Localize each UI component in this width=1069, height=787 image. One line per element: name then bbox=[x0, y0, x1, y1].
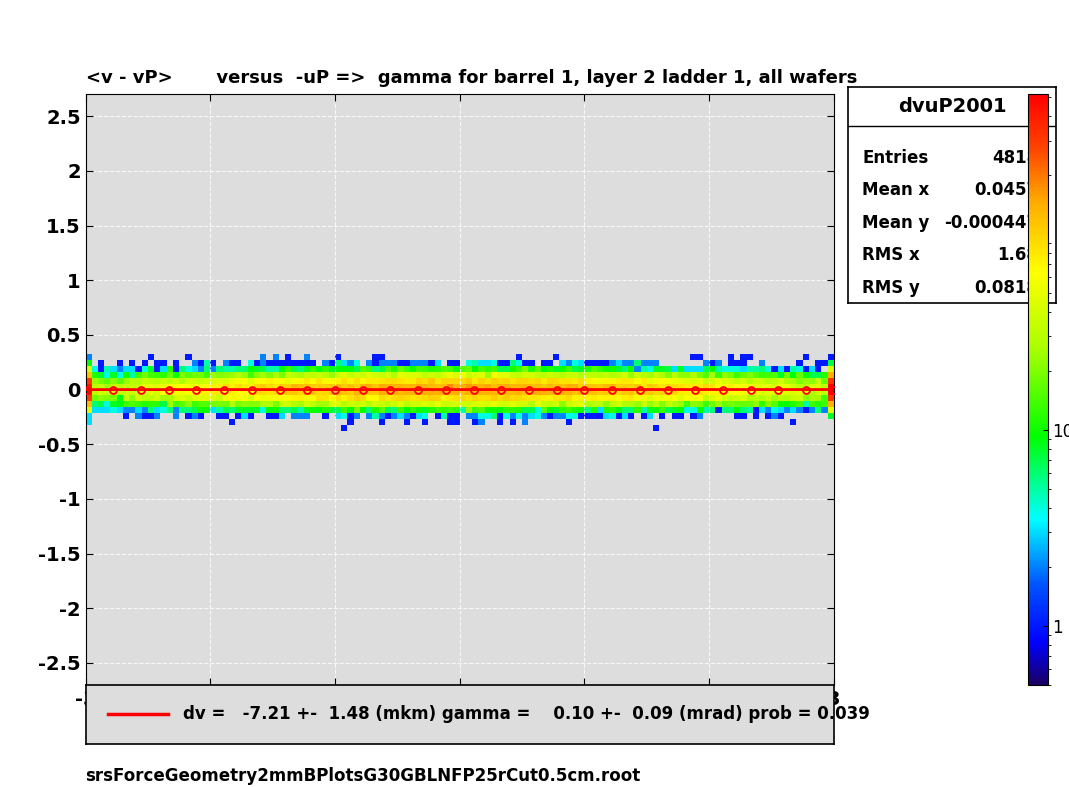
Text: RMS y: RMS y bbox=[863, 279, 920, 297]
Text: Mean y: Mean y bbox=[863, 214, 930, 232]
Text: dv =   -7.21 +-  1.48 (mkm) gamma =    0.10 +-  0.09 (mrad) prob = 0.039: dv = -7.21 +- 1.48 (mkm) gamma = 0.10 +-… bbox=[183, 705, 870, 723]
Bar bbox=[848, 87, 1056, 125]
Text: Mean x: Mean x bbox=[863, 182, 930, 199]
Text: <v - vP>       versus  -uP =>  gamma for barrel 1, layer 2 ladder 1, all wafers: <v - vP> versus -uP => gamma for barrel … bbox=[86, 69, 857, 87]
Text: 48185: 48185 bbox=[992, 149, 1050, 167]
Text: 1.684: 1.684 bbox=[997, 246, 1050, 264]
Text: 0.04576: 0.04576 bbox=[974, 182, 1050, 199]
Text: 0.08189: 0.08189 bbox=[975, 279, 1050, 297]
Text: dvuP2001: dvuP2001 bbox=[898, 97, 1006, 116]
Text: Entries: Entries bbox=[863, 149, 929, 167]
Text: srsForceGeometry2mmBPlotsG30GBLNFP25rCut0.5cm.root: srsForceGeometry2mmBPlotsG30GBLNFP25rCut… bbox=[86, 767, 640, 785]
Text: -0.0004478: -0.0004478 bbox=[944, 214, 1050, 232]
Text: RMS x: RMS x bbox=[863, 246, 920, 264]
